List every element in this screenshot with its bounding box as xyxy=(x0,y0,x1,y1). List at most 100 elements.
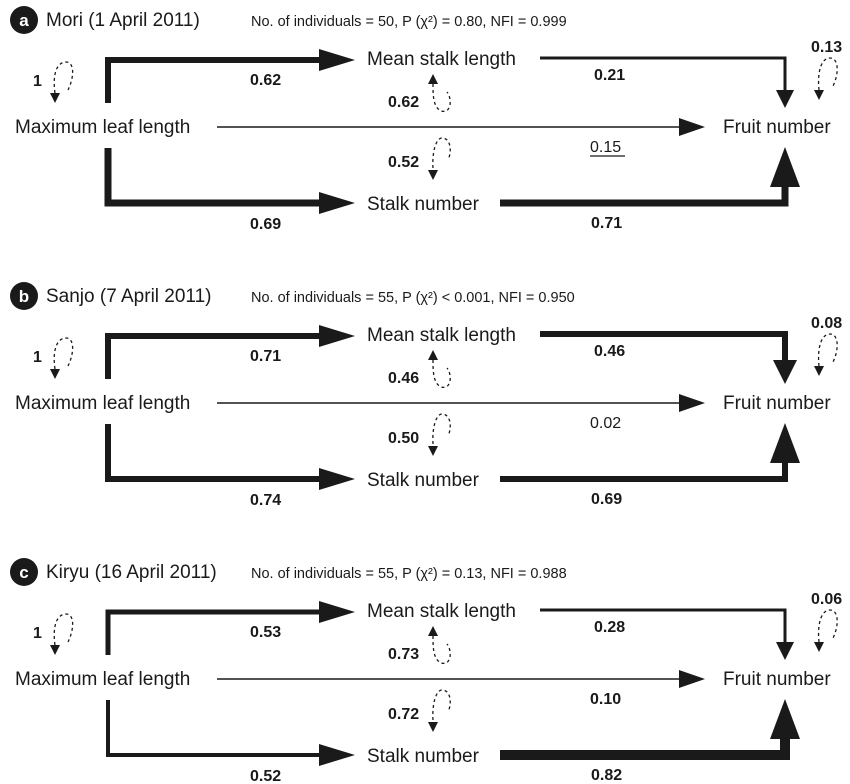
r2-leaf: 1 xyxy=(33,349,42,366)
panel-b: b Sanjo (7 April 2011) No. of individuals … xyxy=(10,282,842,509)
coef-leaf-to-stalk-number: 0.69 xyxy=(250,216,281,233)
coef-stalk-number-to-fruit: 0.71 xyxy=(591,215,622,232)
panel-title: Kiryu (16 April 2011) xyxy=(46,562,217,583)
panel-title: Sanjo (7 April 2011) xyxy=(46,286,211,307)
r2-fruit: 0.08 xyxy=(811,315,842,332)
arrowhead-stalk-number-to-fruit xyxy=(770,423,800,463)
residual-arrowhead-leaf xyxy=(50,369,60,379)
arrowhead-leaf-to-fruit xyxy=(679,394,705,412)
r2-mean-stalk: 0.62 xyxy=(388,94,419,111)
arrowhead-stalk-number-to-fruit xyxy=(770,147,800,187)
r2-leaf: 1 xyxy=(33,625,42,642)
panel-letter: a xyxy=(19,11,29,30)
r2-leaf: 1 xyxy=(33,73,42,90)
residual-loop-stalk-number xyxy=(432,413,451,445)
node-maximum-leaf-length: Maximum leaf length xyxy=(15,117,190,138)
node-stalk-number: Stalk number xyxy=(367,194,480,215)
coef-leaf-to-mean-stalk: 0.53 xyxy=(250,624,281,641)
node-stalk-number: Stalk number xyxy=(367,746,480,767)
residual-arrowhead-mean-stalk xyxy=(428,350,438,360)
r2-fruit: 0.06 xyxy=(811,591,842,608)
residual-loop-fruit xyxy=(817,333,838,367)
path-mean-stalk-to-fruit xyxy=(540,608,787,644)
r2-stalk-number: 0.72 xyxy=(388,706,419,723)
panel-letter: b xyxy=(19,287,29,306)
path-mean-stalk-to-fruit xyxy=(540,56,787,92)
residual-arrowhead-stalk-number xyxy=(428,446,438,456)
residual-arrowhead-leaf xyxy=(50,645,60,655)
coef-leaf-to-fruit: 0.10 xyxy=(590,691,621,708)
coef-leaf-to-fruit: 0.02 xyxy=(590,415,621,432)
node-maximum-leaf-length: Maximum leaf length xyxy=(15,669,190,690)
arrowhead-leaf-to-fruit xyxy=(679,118,705,136)
r2-mean-stalk: 0.46 xyxy=(388,370,419,387)
arrowhead-mean-stalk-to-fruit xyxy=(776,90,794,108)
residual-loop-leaf xyxy=(53,337,74,370)
coef-leaf-to-mean-stalk: 0.62 xyxy=(250,72,281,89)
node-fruit-number: Fruit number xyxy=(723,669,831,690)
path-mean-stalk-to-fruit xyxy=(540,331,788,362)
node-fruit-number: Fruit number xyxy=(723,393,831,414)
residual-arrowhead-fruit xyxy=(814,90,824,100)
arrowhead-leaf-to-stalk-number xyxy=(319,468,355,490)
path-leaf-to-stalk-number xyxy=(106,700,320,757)
panel-letter: c xyxy=(19,563,28,582)
residual-loop-mean-stalk xyxy=(432,83,451,112)
panel-stats: No. of individuals = 50, P (χ²) = 0.80, … xyxy=(251,14,567,30)
node-mean-stalk-length: Mean stalk length xyxy=(367,325,516,346)
node-stalk-number: Stalk number xyxy=(367,470,480,491)
residual-arrowhead-leaf xyxy=(50,93,60,103)
coef-leaf-to-fruit: 0.15 xyxy=(590,139,621,156)
path-leaf-to-stalk-number xyxy=(105,424,320,482)
panel-a: a Mori (1 April 2011) No. of individuals =… xyxy=(10,6,842,233)
residual-loop-leaf xyxy=(53,61,74,94)
residual-arrowhead-stalk-number xyxy=(428,170,438,180)
coef-stalk-number-to-fruit: 0.69 xyxy=(591,491,622,508)
r2-stalk-number: 0.52 xyxy=(388,154,419,171)
panel-letter-badge xyxy=(10,282,38,310)
panel-letter-badge xyxy=(10,6,38,34)
panel-stats: No. of individuals = 55, P (χ²) = 0.13, … xyxy=(251,566,567,582)
path-leaf-to-stalk-number xyxy=(104,148,320,207)
arrowhead-mean-stalk-to-fruit xyxy=(773,360,797,384)
coef-mean-stalk-to-fruit: 0.21 xyxy=(594,67,625,84)
arrowhead-leaf-to-mean-stalk xyxy=(319,49,355,71)
arrowhead-leaf-to-mean-stalk xyxy=(319,601,355,623)
arrowhead-leaf-to-mean-stalk xyxy=(319,325,355,347)
residual-loop-stalk-number xyxy=(432,137,451,169)
r2-mean-stalk: 0.73 xyxy=(388,646,419,663)
residual-loop-stalk-number xyxy=(432,689,451,721)
r2-stalk-number: 0.50 xyxy=(388,430,419,447)
arrowhead-leaf-to-fruit xyxy=(679,670,705,688)
r2-fruit: 0.13 xyxy=(811,39,842,56)
node-mean-stalk-length: Mean stalk length xyxy=(367,601,516,622)
panel-letter-badge xyxy=(10,558,38,586)
path-leaf-to-mean-stalk xyxy=(105,333,320,379)
residual-arrowhead-mean-stalk xyxy=(428,626,438,636)
coef-leaf-to-stalk-number: 0.52 xyxy=(250,768,281,784)
arrowhead-mean-stalk-to-fruit xyxy=(776,642,794,660)
coef-mean-stalk-to-fruit: 0.46 xyxy=(594,343,625,360)
residual-loop-mean-stalk xyxy=(432,635,451,664)
residual-arrowhead-fruit xyxy=(814,642,824,652)
residual-loop-leaf xyxy=(53,613,74,646)
path-leaf-to-mean-stalk xyxy=(105,609,320,655)
residual-loop-fruit xyxy=(817,609,838,643)
coef-leaf-to-stalk-number: 0.74 xyxy=(250,492,281,509)
arrowhead-stalk-number-to-fruit xyxy=(770,699,800,739)
residual-arrowhead-fruit xyxy=(814,366,824,376)
node-fruit-number: Fruit number xyxy=(723,117,831,138)
residual-arrowhead-stalk-number xyxy=(428,722,438,732)
residual-loop-mean-stalk xyxy=(432,359,451,388)
coef-stalk-number-to-fruit: 0.82 xyxy=(591,767,622,784)
path-stalk-number-to-fruit xyxy=(500,737,790,760)
arrowhead-leaf-to-stalk-number xyxy=(319,192,355,214)
path-stalk-number-to-fruit xyxy=(500,185,789,207)
node-maximum-leaf-length: Maximum leaf length xyxy=(15,393,190,414)
panel-stats: No. of individuals = 55, P (χ²) < 0.001,… xyxy=(251,290,575,306)
panel-c: c Kiryu (16 April 2011) No. of individuals… xyxy=(10,558,842,784)
node-mean-stalk-length: Mean stalk length xyxy=(367,49,516,70)
arrowhead-leaf-to-stalk-number xyxy=(319,744,355,766)
coef-leaf-to-mean-stalk: 0.71 xyxy=(250,348,281,365)
